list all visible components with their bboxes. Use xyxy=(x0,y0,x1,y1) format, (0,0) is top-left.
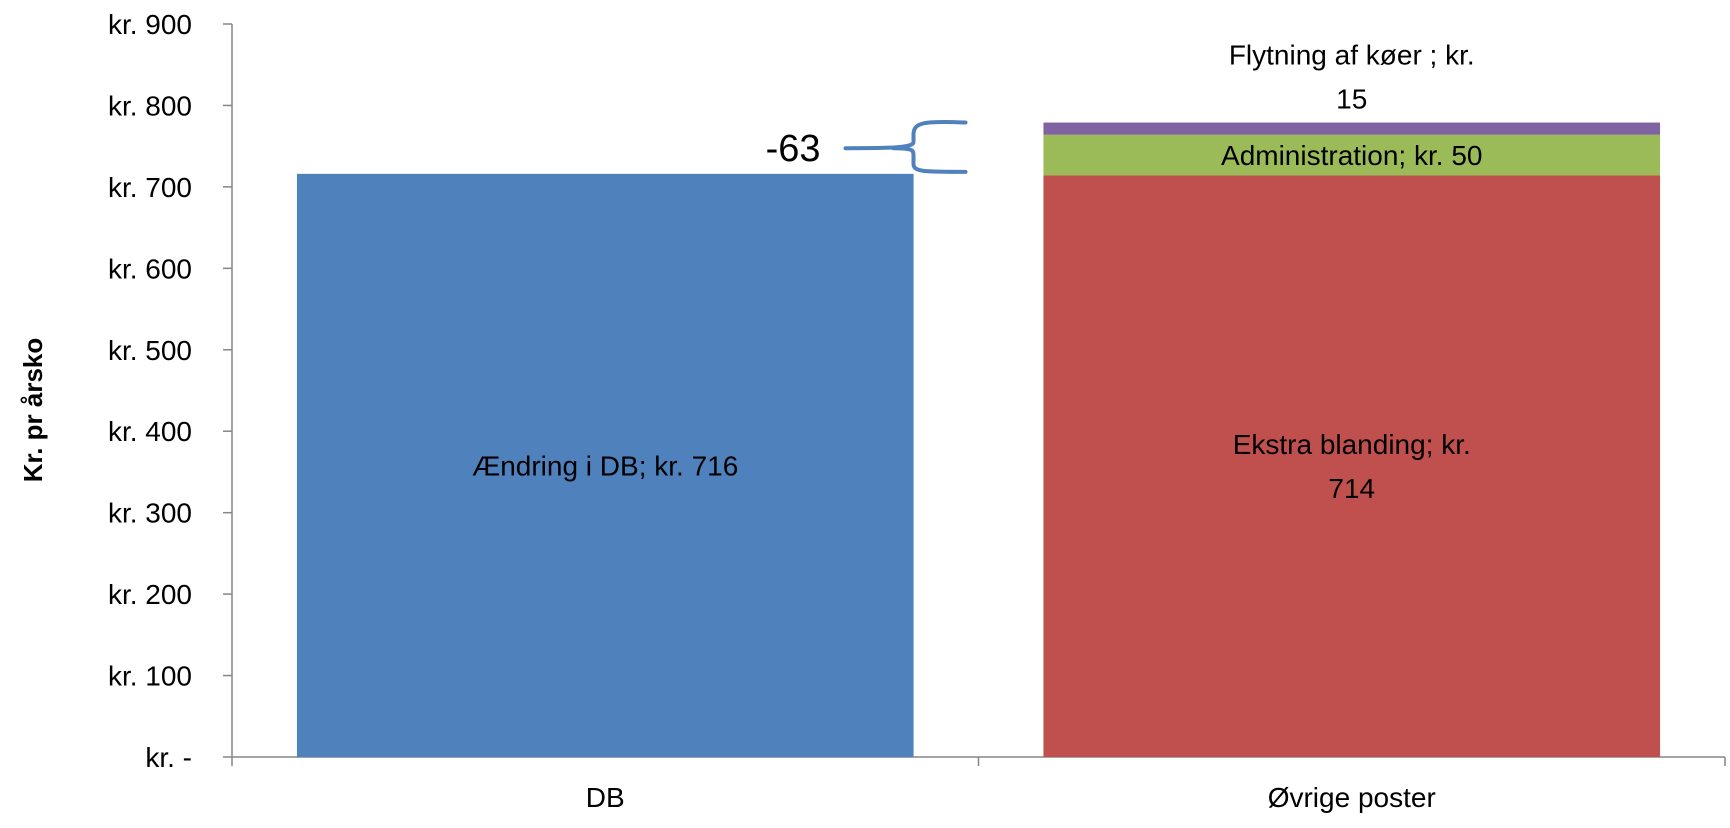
bar-data-label: Ekstra blanding; kr. xyxy=(1233,429,1471,460)
y-tick-label: kr. 900 xyxy=(108,9,192,40)
y-axis-title: Kr. pr årsko xyxy=(18,338,48,483)
difference-brace xyxy=(843,119,968,174)
x-category-label: DB xyxy=(586,782,625,813)
y-tick-label: kr. - xyxy=(145,742,192,773)
y-tick-label: kr. 200 xyxy=(108,579,192,610)
bar-data-label: Ændring i DB; kr. 716 xyxy=(472,450,738,481)
bar-data-label: 714 xyxy=(1328,473,1375,504)
bar-segment xyxy=(296,173,914,757)
y-tick-label: kr. 300 xyxy=(108,498,192,529)
difference-annotation: -63 xyxy=(766,128,821,170)
y-tick-label: kr. 600 xyxy=(108,253,192,284)
bar-data-label: 15 xyxy=(1336,84,1367,115)
bar-data-label: Flytning af køer ; kr. xyxy=(1229,40,1475,71)
y-tick-label: kr. 700 xyxy=(108,172,192,203)
bar-data-label: Administration; kr. 50 xyxy=(1221,140,1482,171)
bar-segment xyxy=(1043,134,1661,176)
y-tick-label: kr. 100 xyxy=(108,661,192,692)
y-tick-label: kr. 500 xyxy=(108,335,192,366)
y-tick-label: kr. 400 xyxy=(108,416,192,447)
y-tick-label: kr. 800 xyxy=(108,90,192,121)
x-category-label: Øvrige poster xyxy=(1268,782,1436,813)
bar-segment xyxy=(1043,175,1661,757)
bar-segment xyxy=(1043,122,1661,135)
